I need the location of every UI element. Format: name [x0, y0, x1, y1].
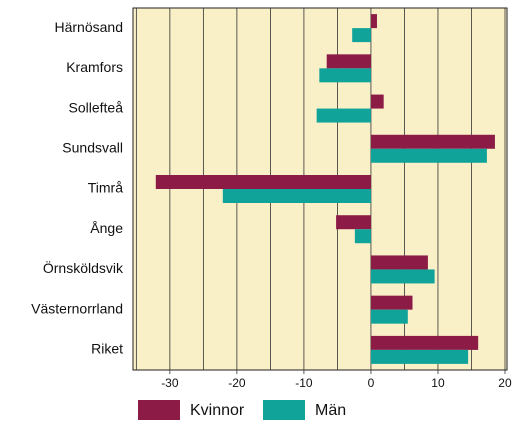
bar: [370, 269, 435, 284]
y-tick-label: Örnsköldsvik: [43, 259, 124, 276]
legend-swatch: [263, 400, 305, 420]
legend-label: Kvinnor: [190, 402, 245, 419]
x-tick-label: 20: [498, 376, 512, 390]
bar: [370, 134, 495, 149]
bar: [336, 215, 371, 230]
y-tick-label: Timrå: [88, 180, 123, 196]
y-tick-label: Kramfors: [66, 59, 123, 75]
y-tick-label: Sundsvall: [62, 139, 123, 155]
y-tick-label: Västernorrland: [31, 300, 123, 316]
x-tick-label: 0: [368, 376, 375, 390]
bar: [370, 255, 428, 270]
bar: [326, 54, 371, 69]
bar: [370, 148, 487, 163]
x-tick-label: -30: [161, 376, 179, 390]
bar: [370, 14, 377, 29]
x-tick-label: -10: [295, 376, 313, 390]
y-tick-label: Sollefteå: [69, 99, 124, 115]
bar: [370, 94, 384, 109]
y-tick-label: Riket: [91, 341, 123, 357]
bar: [316, 108, 371, 123]
bar: [352, 28, 371, 43]
bar: [370, 295, 413, 310]
bar: [370, 349, 469, 364]
bar: [155, 175, 371, 189]
x-tick-label: 10: [431, 376, 445, 390]
x-tick-label: -20: [228, 376, 246, 390]
bar: [319, 68, 371, 83]
legend-label: Män: [315, 402, 346, 419]
legend-swatch: [138, 400, 180, 420]
bar: [370, 335, 479, 350]
bar: [222, 189, 371, 203]
y-tick-label: Härnösand: [55, 19, 124, 35]
y-tick-label: Ånge: [90, 220, 123, 236]
bar: [370, 309, 408, 324]
bar: [354, 229, 371, 244]
